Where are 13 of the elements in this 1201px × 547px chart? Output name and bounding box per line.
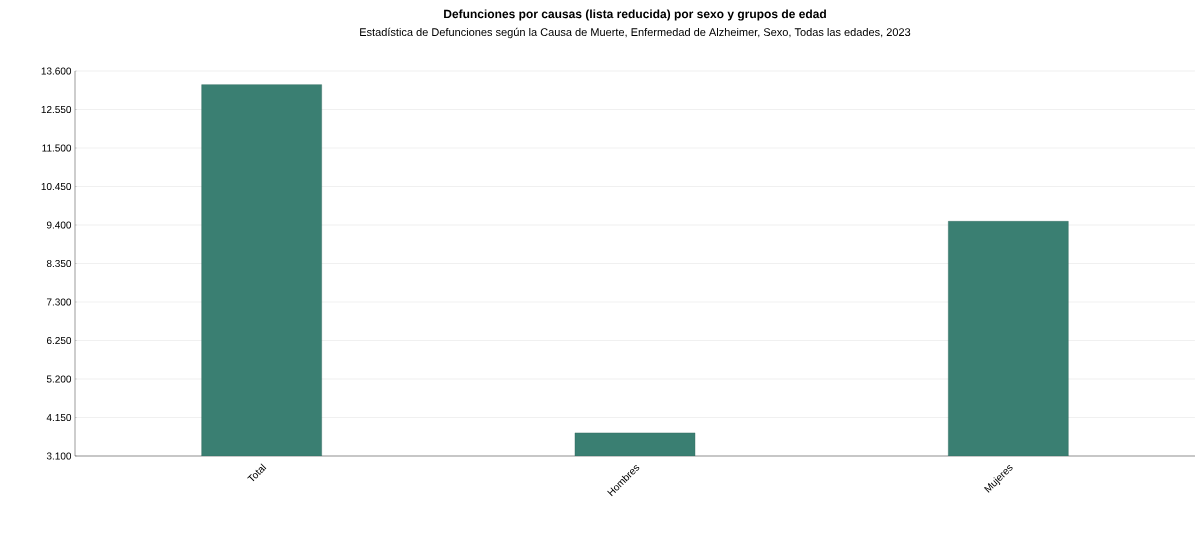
y-tick-label: 8.350 [46,259,72,268]
y-tick-label: 10.450 [41,182,72,191]
chart-subtitle: Estadística de Defunciones según la Causa de Muerte, Enfermedad de Alzheimer, Sexo, Todas las edades, 2023 [360,27,911,39]
y-tick-label: 6.250 [46,336,72,345]
y-tick-label: 13.600 [41,67,72,75]
y-tick-label: 3.100 [46,452,72,460]
y-tick-label: 7.300 [46,298,72,306]
y-tick-label: 5.200 [46,375,72,383]
y-tick-label: 4.150 [46,413,72,422]
y-tick-label: 11.500 [42,144,72,152]
y-tick-label: 9.400 [46,221,72,229]
chart-title: Defunciones por causas (lista reducida) por sexo y grupos de edad [444,9,826,21]
y-tick-label: 12.550 [41,105,72,114]
